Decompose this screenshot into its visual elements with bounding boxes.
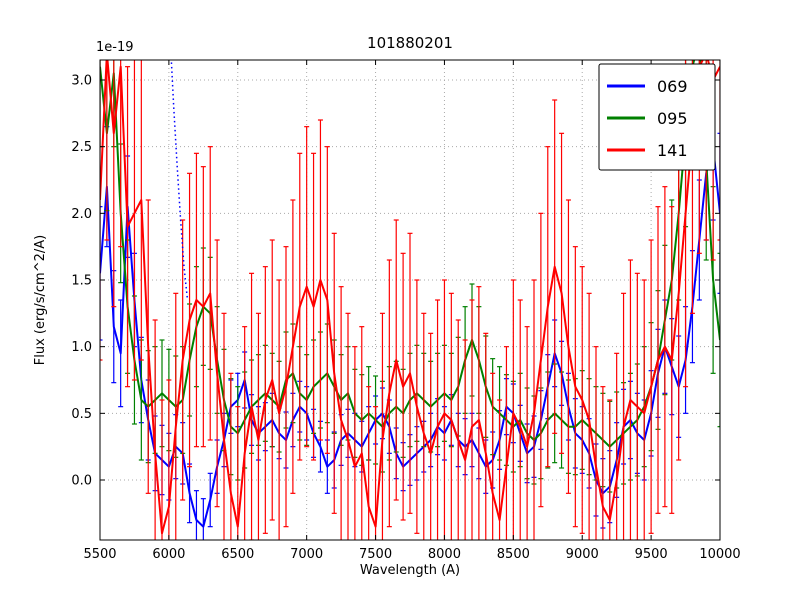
legend-box	[598, 63, 716, 171]
axis-ticks: 5500 6000 6500 7000 7500 8000 8500 9000 9500 1000…	[71, 60, 741, 562]
y-tick-label: 1.5	[71, 274, 92, 289]
y-tick-label: 1.0	[71, 340, 92, 355]
y-tick-label: 3.0	[71, 74, 92, 89]
x-tick-label: 6500	[221, 547, 254, 562]
legend: 069 095 141	[598, 63, 716, 171]
chart-title: 101880201	[367, 34, 453, 52]
x-tick-label: 5500	[83, 547, 116, 562]
x-tick-label: 9500	[635, 547, 668, 562]
y-tick-label: 0.5	[71, 407, 92, 422]
x-tick-label: 9000	[566, 547, 599, 562]
x-tick-label: 8000	[428, 547, 461, 562]
axes-frame	[99, 59, 721, 541]
dotted-segment	[170, 60, 189, 301]
legend-label-095: 095	[657, 109, 688, 128]
legend-label-141: 141	[657, 141, 688, 160]
x-tick-label: 7500	[359, 547, 392, 562]
series-141	[100, 60, 720, 540]
y-tick-label: 0.0	[71, 474, 92, 489]
plot-area	[100, 60, 720, 540]
y-axis-label: Flux (erg/s/cm^2/A)	[33, 235, 48, 365]
x-tick-label: 7000	[290, 547, 323, 562]
x-tick-label: 6000	[152, 547, 185, 562]
y-axis-offset-label: 1e-19	[96, 40, 134, 55]
x-tick-label: 8500	[497, 547, 530, 562]
legend-label-069: 069	[657, 77, 688, 96]
y-tick-label: 2.0	[71, 207, 92, 222]
x-axis-label: Wavelength (A)	[360, 563, 460, 578]
x-tick-label: 10000	[699, 547, 740, 562]
y-tick-label: 2.5	[71, 140, 92, 155]
